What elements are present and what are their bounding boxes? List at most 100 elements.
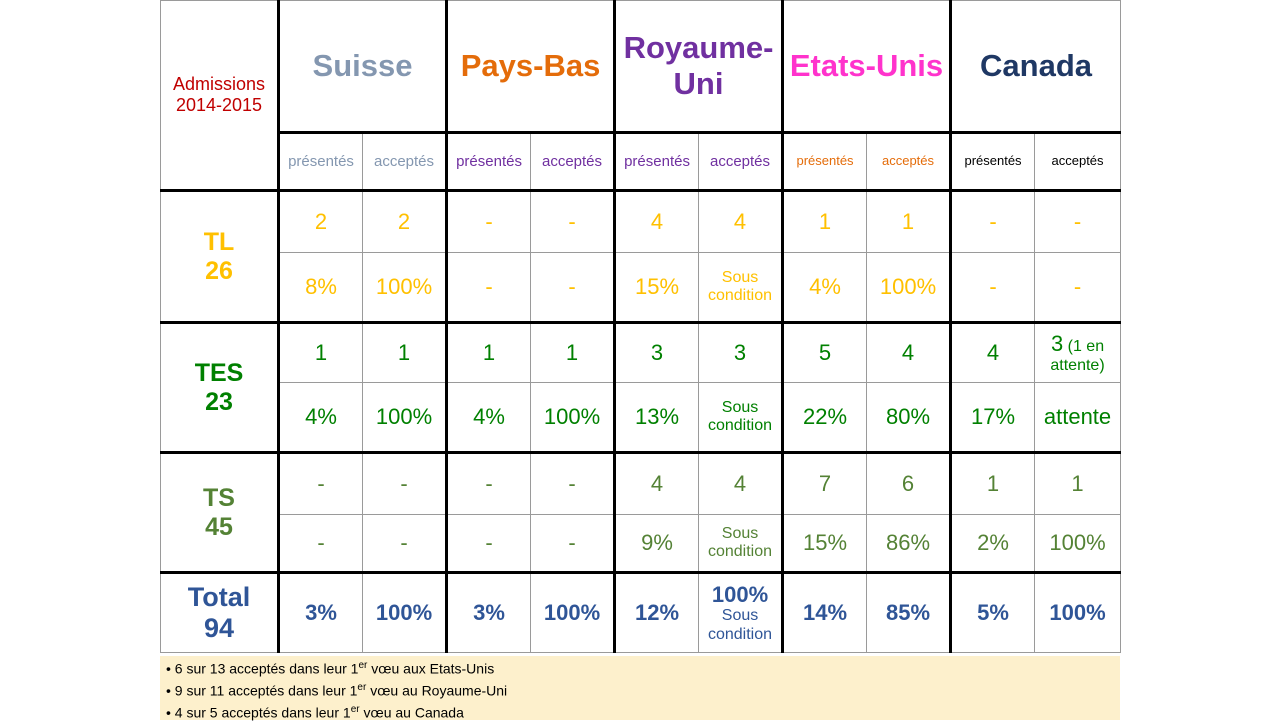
paysbas-presentes: présentés — [446, 132, 532, 192]
note-sup: er — [350, 704, 360, 715]
tl-percent-cell: 100% — [866, 252, 953, 324]
ts-count-cell: 6 — [866, 452, 953, 515]
tl-count-cell: - — [1034, 190, 1122, 253]
royaume-presentes: présentés — [614, 132, 700, 192]
paysbas-acceptes: acceptés — [530, 132, 617, 192]
total-percent-cell: 3% — [446, 572, 532, 653]
tes-percent-cell: 4% — [446, 382, 532, 454]
ts-percent-cell: 2% — [950, 514, 1036, 574]
tes-count-cell: 1 — [446, 322, 532, 383]
tes-percent-cell: attente — [1034, 382, 1122, 454]
tes-count-cell: 3 — [698, 322, 785, 383]
condition-line2: condition — [707, 543, 773, 560]
total-percent-cell: 85% — [866, 572, 953, 653]
ts-count-cell: 4 — [614, 452, 700, 515]
country-pays-bas: Pays-Bas — [446, 0, 617, 134]
country-royaume-uni-line1: Royaume- — [623, 30, 774, 66]
ts-percent-cell: - — [361, 514, 449, 574]
royaume-acceptes: acceptés — [698, 132, 785, 192]
canada-presentes: présentés — [950, 132, 1036, 192]
total-percent-cell: 100% — [530, 572, 617, 653]
total-royaume-accepted-cell: 100% Sous condition — [698, 572, 785, 653]
etats-acceptes: acceptés — [866, 132, 953, 192]
ts-percent-cell: 86% — [866, 514, 953, 574]
tl-percent-cell: - — [1034, 252, 1122, 324]
note-text: vœu aux Etats-Unis — [367, 660, 495, 677]
admissions-table-container: Admissions 2014-2015 Suisse Pays-Bas Roy… — [160, 0, 1122, 653]
tes-count-cell: 5 — [782, 322, 868, 383]
row-label-total-count: 94 — [203, 613, 235, 643]
tl-percent-cell: 8% — [278, 252, 363, 324]
note-text: • 4 sur 5 acceptés dans leur 1 — [166, 704, 351, 721]
tes-percent-cell: 13% — [614, 382, 700, 454]
tes-count-cell: 4 — [866, 322, 953, 383]
tl-percent-cell: - — [950, 252, 1036, 324]
tes-percent-cell: 17% — [950, 382, 1036, 454]
condition-line2: condition — [707, 625, 773, 643]
row-label-ts: TS 45 — [160, 452, 280, 574]
ts-count-cell: 4 — [698, 452, 785, 515]
tes-canada-accepted-cell: 3 (1 en attente) — [1034, 322, 1122, 383]
ts-percent-cell: 100% — [1034, 514, 1122, 574]
tes-canada-accepted-count: 3 — [1050, 331, 1064, 357]
ts-count-cell: - — [361, 452, 449, 515]
ts-percent-cell: 9% — [614, 514, 700, 574]
ts-percent-cell: - — [530, 514, 617, 574]
tes-condition-cell: Sous condition — [698, 382, 785, 454]
note-line: • 6 sur 13 acceptés dans leur 1er vœu au… — [166, 660, 494, 677]
total-percent-cell: 5% — [950, 572, 1036, 653]
note-text: • 6 sur 13 acceptés dans leur 1 — [166, 660, 359, 677]
tl-count-cell: 1 — [866, 190, 953, 253]
condition-line2: condition — [707, 287, 773, 304]
tes-canada-note-a: (1 en — [1063, 338, 1105, 356]
note-line: • 4 sur 5 acceptés dans leur 1er vœu au … — [166, 704, 464, 721]
row-label-tes-count: 23 — [205, 387, 233, 416]
row-label-tl-name: TL — [203, 227, 235, 256]
note-text: • 9 sur 11 acceptés dans leur 1 — [166, 682, 358, 699]
admissions-table: Admissions 2014-2015 Suisse Pays-Bas Roy… — [160, 0, 1122, 653]
ts-count-cell: - — [446, 452, 532, 515]
tl-percent-cell: - — [446, 252, 532, 324]
note-text: vœu au Canada — [359, 704, 464, 721]
tl-count-cell: 2 — [361, 190, 449, 253]
condition-line1: Sous — [721, 607, 759, 625]
note-sup: er — [358, 660, 368, 671]
ts-percent-cell: - — [278, 514, 363, 574]
row-label-total: Total 94 — [160, 572, 280, 653]
ts-count-cell: 7 — [782, 452, 868, 515]
country-suisse: Suisse — [277, 0, 449, 134]
tes-percent-cell: 100% — [530, 382, 617, 454]
condition-line1: Sous — [721, 398, 759, 416]
tes-count-cell: 1 — [361, 322, 449, 383]
ts-percent-cell: 15% — [782, 514, 868, 574]
etats-presentes: présentés — [782, 132, 868, 192]
total-percent-cell: 12% — [614, 572, 700, 653]
suisse-acceptes: acceptés — [361, 132, 449, 192]
row-label-tes: TES 23 — [160, 322, 280, 454]
ts-percent-cell: - — [446, 514, 532, 574]
country-canada: Canada — [950, 0, 1122, 134]
total-royaume-accepted-value: 100% — [711, 581, 769, 607]
row-label-tl-count: 26 — [205, 256, 233, 285]
country-royaume-uni-line2: Uni — [673, 66, 724, 101]
admissions-title: Admissions — [172, 74, 266, 95]
ts-count-cell: 1 — [950, 452, 1036, 515]
tl-percent-cell: 100% — [361, 252, 449, 324]
tes-percent-cell: 4% — [278, 382, 363, 454]
notes-box: • 6 sur 13 acceptés dans leur 1er vœu au… — [160, 656, 1120, 721]
tl-count-cell: - — [950, 190, 1036, 253]
tes-percent-cell: 80% — [866, 382, 953, 454]
total-percent-cell: 14% — [782, 572, 868, 653]
total-percent-cell: 3% — [278, 572, 363, 653]
row-label-total-name: Total — [187, 581, 251, 612]
note-sup: er — [357, 682, 367, 693]
condition-line1: Sous — [721, 524, 759, 542]
row-label-tl: TL 26 — [160, 190, 280, 324]
tl-count-cell: 2 — [278, 190, 363, 253]
tes-count-cell: 1 — [278, 322, 363, 383]
tl-count-cell: 4 — [614, 190, 700, 253]
tl-count-cell: 1 — [782, 190, 868, 253]
tl-percent-cell: 15% — [614, 252, 700, 324]
total-percent-cell: 100% — [361, 572, 449, 653]
tl-count-cell: - — [446, 190, 532, 253]
